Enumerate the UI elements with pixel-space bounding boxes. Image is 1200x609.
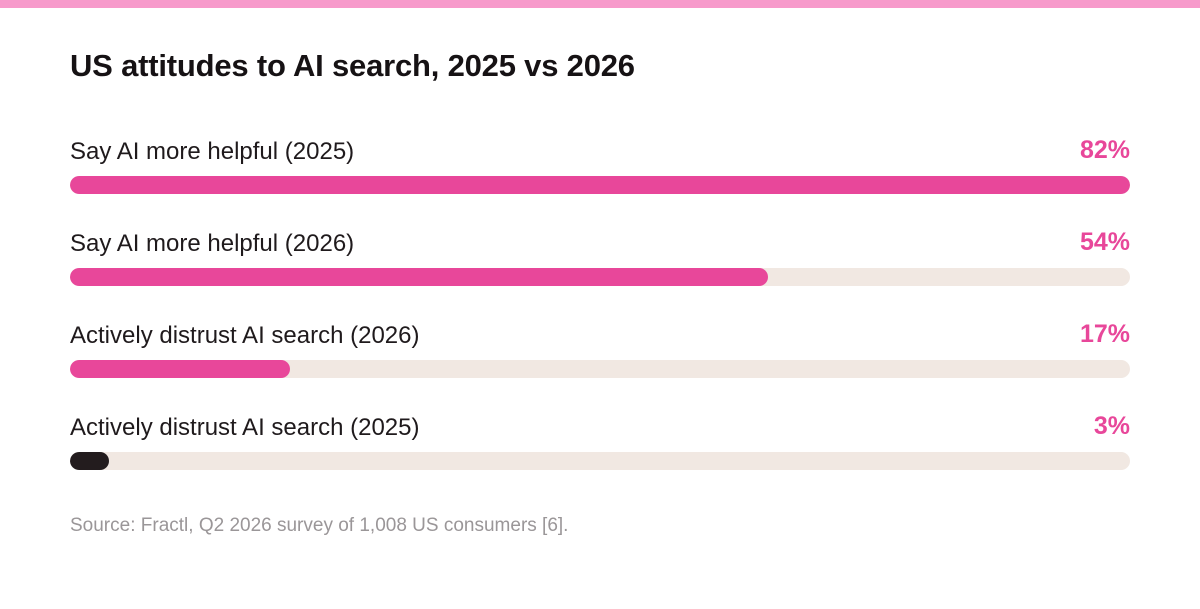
bar-value-label: 54% [1079, 228, 1130, 256]
bar-label: Say AI more helpful (2026) [70, 230, 355, 257]
bar-fill [70, 268, 769, 286]
bar-label: Actively distrust AI search (2026) [70, 322, 420, 349]
bar-label: Say AI more helpful (2025) [70, 138, 355, 165]
bar-value-label: 17% [1079, 320, 1130, 348]
bar-track [70, 360, 1130, 378]
bar-track [70, 176, 1130, 194]
bar-fill [70, 176, 1130, 194]
bar-row: Actively distrust AI search (2026) 17% [70, 318, 1130, 410]
bar-fill [70, 360, 290, 378]
bar-track [70, 268, 1130, 286]
bar-value-label: 82% [1079, 136, 1130, 164]
source-note: Source: Fractl, Q2 2026 survey of 1,008 … [70, 515, 569, 536]
bar-fill [70, 452, 109, 470]
bar-label: Actively distrust AI search (2025) [70, 414, 420, 441]
bar-chart: Say AI more helpful (2025) 82% Say AI mo… [70, 134, 1130, 502]
bar-row: Actively distrust AI search (2025) 3% [70, 410, 1130, 502]
bar-row: Say AI more helpful (2026) 54% [70, 226, 1130, 318]
bar-track [70, 452, 1130, 470]
bar-row: Say AI more helpful (2025) 82% [70, 134, 1130, 226]
top-accent-bar [0, 0, 1200, 8]
bar-value-label: 3% [1093, 412, 1130, 440]
chart-title: US attitudes to AI search, 2025 vs 2026 [70, 48, 635, 83]
